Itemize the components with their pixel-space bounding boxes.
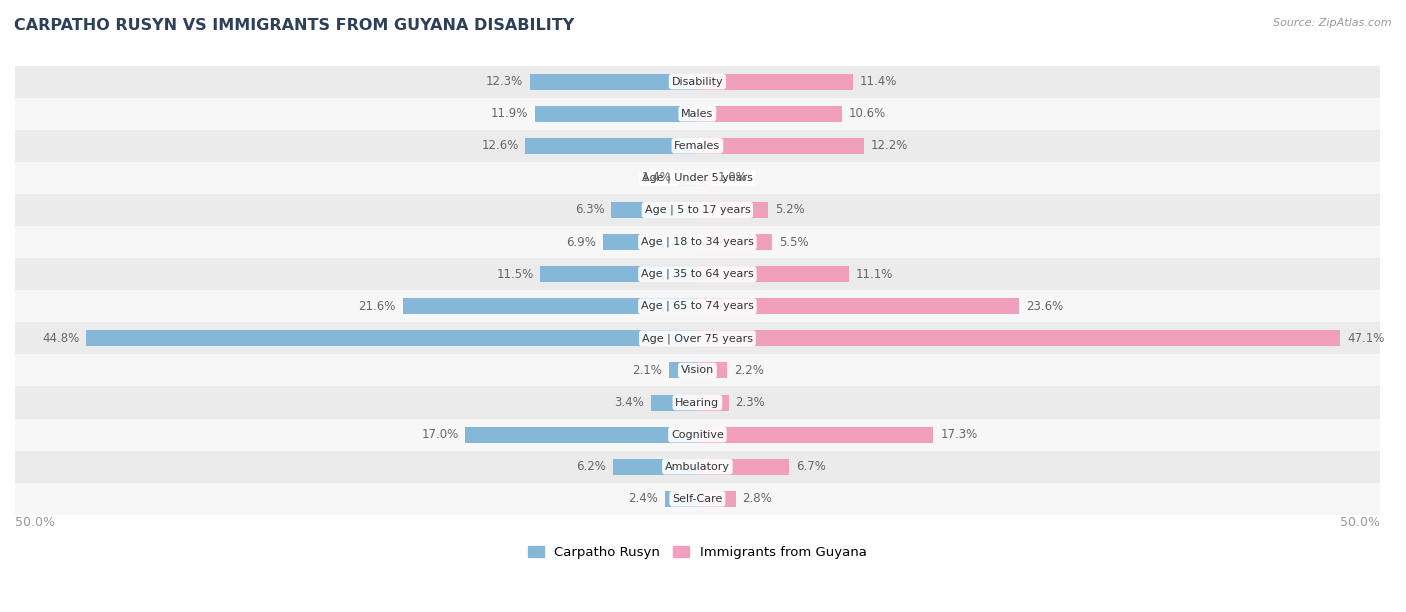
Bar [15,65,1379,98]
Bar [697,234,772,250]
Text: 5.2%: 5.2% [775,203,804,217]
Legend: Carpatho Rusyn, Immigrants from Guyana: Carpatho Rusyn, Immigrants from Guyana [523,540,872,564]
Text: 21.6%: 21.6% [359,300,395,313]
Text: Age | Over 75 years: Age | Over 75 years [643,333,752,343]
Bar [86,330,697,346]
Bar [697,427,934,442]
Bar [15,387,1379,419]
Bar [526,138,697,154]
Bar [15,323,1379,354]
Bar [697,73,853,89]
Bar [534,106,697,122]
Bar [697,298,1019,315]
Text: Ambulatory: Ambulatory [665,461,730,472]
Bar [15,162,1379,194]
Text: 1.4%: 1.4% [641,171,672,184]
Text: Age | 65 to 74 years: Age | 65 to 74 years [641,301,754,312]
Text: Age | 5 to 17 years: Age | 5 to 17 years [644,205,751,215]
Bar [697,330,1340,346]
Bar [15,130,1379,162]
Bar [678,170,697,186]
Text: 17.0%: 17.0% [422,428,458,441]
Bar [697,491,735,507]
Text: 11.1%: 11.1% [856,267,893,281]
Text: Hearing: Hearing [675,398,720,408]
Text: 12.2%: 12.2% [870,140,908,152]
Bar [697,395,728,411]
Text: 6.2%: 6.2% [576,460,606,473]
Bar [697,266,849,282]
Text: Age | 18 to 34 years: Age | 18 to 34 years [641,237,754,247]
Bar [697,362,727,378]
Text: Cognitive: Cognitive [671,430,724,439]
Text: 23.6%: 23.6% [1026,300,1063,313]
Text: Males: Males [682,109,713,119]
Bar [15,258,1379,290]
Bar [603,234,697,250]
Text: 12.3%: 12.3% [485,75,523,88]
Text: Age | Under 5 years: Age | Under 5 years [643,173,752,183]
Text: Disability: Disability [672,76,723,87]
Bar [15,450,1379,483]
Text: 2.4%: 2.4% [628,492,658,506]
Text: 10.6%: 10.6% [849,107,886,120]
Text: 3.4%: 3.4% [614,396,644,409]
Bar [15,194,1379,226]
Text: 12.6%: 12.6% [481,140,519,152]
Bar [15,226,1379,258]
Bar [697,202,768,218]
Text: Age | 35 to 64 years: Age | 35 to 64 years [641,269,754,280]
Bar [15,98,1379,130]
Bar [612,202,697,218]
Text: CARPATHO RUSYN VS IMMIGRANTS FROM GUYANA DISABILITY: CARPATHO RUSYN VS IMMIGRANTS FROM GUYANA… [14,18,574,34]
Text: 50.0%: 50.0% [15,517,55,529]
Text: 2.3%: 2.3% [735,396,765,409]
Bar [15,419,1379,450]
Text: 11.4%: 11.4% [860,75,897,88]
Text: 1.0%: 1.0% [718,171,748,184]
Bar [613,458,697,475]
Text: 11.9%: 11.9% [491,107,529,120]
Text: 2.2%: 2.2% [734,364,763,377]
Text: 6.7%: 6.7% [796,460,825,473]
Bar [540,266,697,282]
Text: 2.1%: 2.1% [633,364,662,377]
Bar [15,354,1379,387]
Bar [697,458,789,475]
Text: 5.5%: 5.5% [779,236,808,248]
Bar [15,290,1379,323]
Text: 47.1%: 47.1% [1347,332,1385,345]
Text: 44.8%: 44.8% [42,332,79,345]
Bar [697,138,863,154]
Text: 6.9%: 6.9% [567,236,596,248]
Text: Vision: Vision [681,365,714,375]
Bar [697,106,842,122]
Text: Females: Females [675,141,720,151]
Bar [530,73,697,89]
Bar [15,483,1379,515]
Text: 6.3%: 6.3% [575,203,605,217]
Bar [651,395,697,411]
Text: 11.5%: 11.5% [496,267,534,281]
Text: Self-Care: Self-Care [672,494,723,504]
Text: 17.3%: 17.3% [941,428,977,441]
Bar [665,491,697,507]
Text: Source: ZipAtlas.com: Source: ZipAtlas.com [1274,18,1392,28]
Bar [465,427,697,442]
Bar [697,170,711,186]
Text: 50.0%: 50.0% [1340,517,1379,529]
Bar [402,298,697,315]
Text: 2.8%: 2.8% [742,492,772,506]
Bar [669,362,697,378]
